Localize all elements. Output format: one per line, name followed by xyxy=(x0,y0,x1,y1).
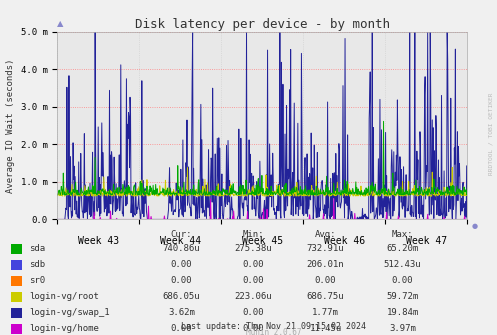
Text: Avg:: Avg: xyxy=(315,230,336,239)
Text: Max:: Max: xyxy=(392,230,414,239)
Text: 223.06u: 223.06u xyxy=(235,292,272,302)
Text: login-vg/home: login-vg/home xyxy=(29,324,99,333)
Text: ▲: ▲ xyxy=(57,19,64,28)
Text: Week 43: Week 43 xyxy=(78,236,119,246)
Text: 0.00: 0.00 xyxy=(243,324,264,333)
Text: RRDTOOL / TOBI OETIKER: RRDTOOL / TOBI OETIKER xyxy=(489,93,494,175)
Text: login-vg/swap_1: login-vg/swap_1 xyxy=(29,309,109,317)
Text: 65.20m: 65.20m xyxy=(387,244,418,253)
Bar xyxy=(11,260,22,270)
Text: 686.05u: 686.05u xyxy=(163,292,200,302)
Text: 3.62m: 3.62m xyxy=(168,309,195,317)
Y-axis label: Average IO Wait (seconds): Average IO Wait (seconds) xyxy=(6,58,15,193)
Text: 0.00: 0.00 xyxy=(243,309,264,317)
Text: Munin 2.0.67: Munin 2.0.67 xyxy=(246,328,301,335)
Text: 0.00: 0.00 xyxy=(170,276,192,285)
Text: 19.84m: 19.84m xyxy=(387,309,418,317)
Text: Cur:: Cur: xyxy=(170,230,192,239)
Text: Week 44: Week 44 xyxy=(160,236,201,246)
Text: 0.00: 0.00 xyxy=(243,276,264,285)
Text: 0.00: 0.00 xyxy=(392,276,414,285)
Text: sr0: sr0 xyxy=(29,276,45,285)
Text: Week 47: Week 47 xyxy=(406,236,447,246)
Text: 686.75u: 686.75u xyxy=(307,292,344,302)
Text: Week 46: Week 46 xyxy=(324,236,365,246)
Text: 0.00: 0.00 xyxy=(243,260,264,269)
Text: login-vg/root: login-vg/root xyxy=(29,292,99,302)
Text: 59.72m: 59.72m xyxy=(387,292,418,302)
Text: 0.00: 0.00 xyxy=(170,260,192,269)
Bar xyxy=(11,309,22,318)
Bar xyxy=(11,325,22,334)
Bar xyxy=(11,292,22,302)
Text: Min:: Min: xyxy=(243,230,264,239)
Text: ●: ● xyxy=(471,223,478,229)
Text: 0.00: 0.00 xyxy=(170,324,192,333)
Text: 1.77m: 1.77m xyxy=(312,309,339,317)
Text: 512.43u: 512.43u xyxy=(384,260,421,269)
Text: 732.91u: 732.91u xyxy=(307,244,344,253)
Text: 275.38u: 275.38u xyxy=(235,244,272,253)
Text: 206.01n: 206.01n xyxy=(307,260,344,269)
Text: Week 45: Week 45 xyxy=(242,236,283,246)
Text: Last update: Thu Nov 21 09:15:02 2024: Last update: Thu Nov 21 09:15:02 2024 xyxy=(181,322,366,331)
Title: Disk latency per device - by month: Disk latency per device - by month xyxy=(135,18,390,31)
Text: sda: sda xyxy=(29,244,45,253)
Text: 740.86u: 740.86u xyxy=(163,244,200,253)
Text: 0.00: 0.00 xyxy=(315,276,336,285)
Bar xyxy=(11,276,22,286)
Text: sdb: sdb xyxy=(29,260,45,269)
Text: 3.97m: 3.97m xyxy=(389,324,416,333)
Text: 11.45u: 11.45u xyxy=(310,324,341,333)
Bar xyxy=(11,244,22,254)
